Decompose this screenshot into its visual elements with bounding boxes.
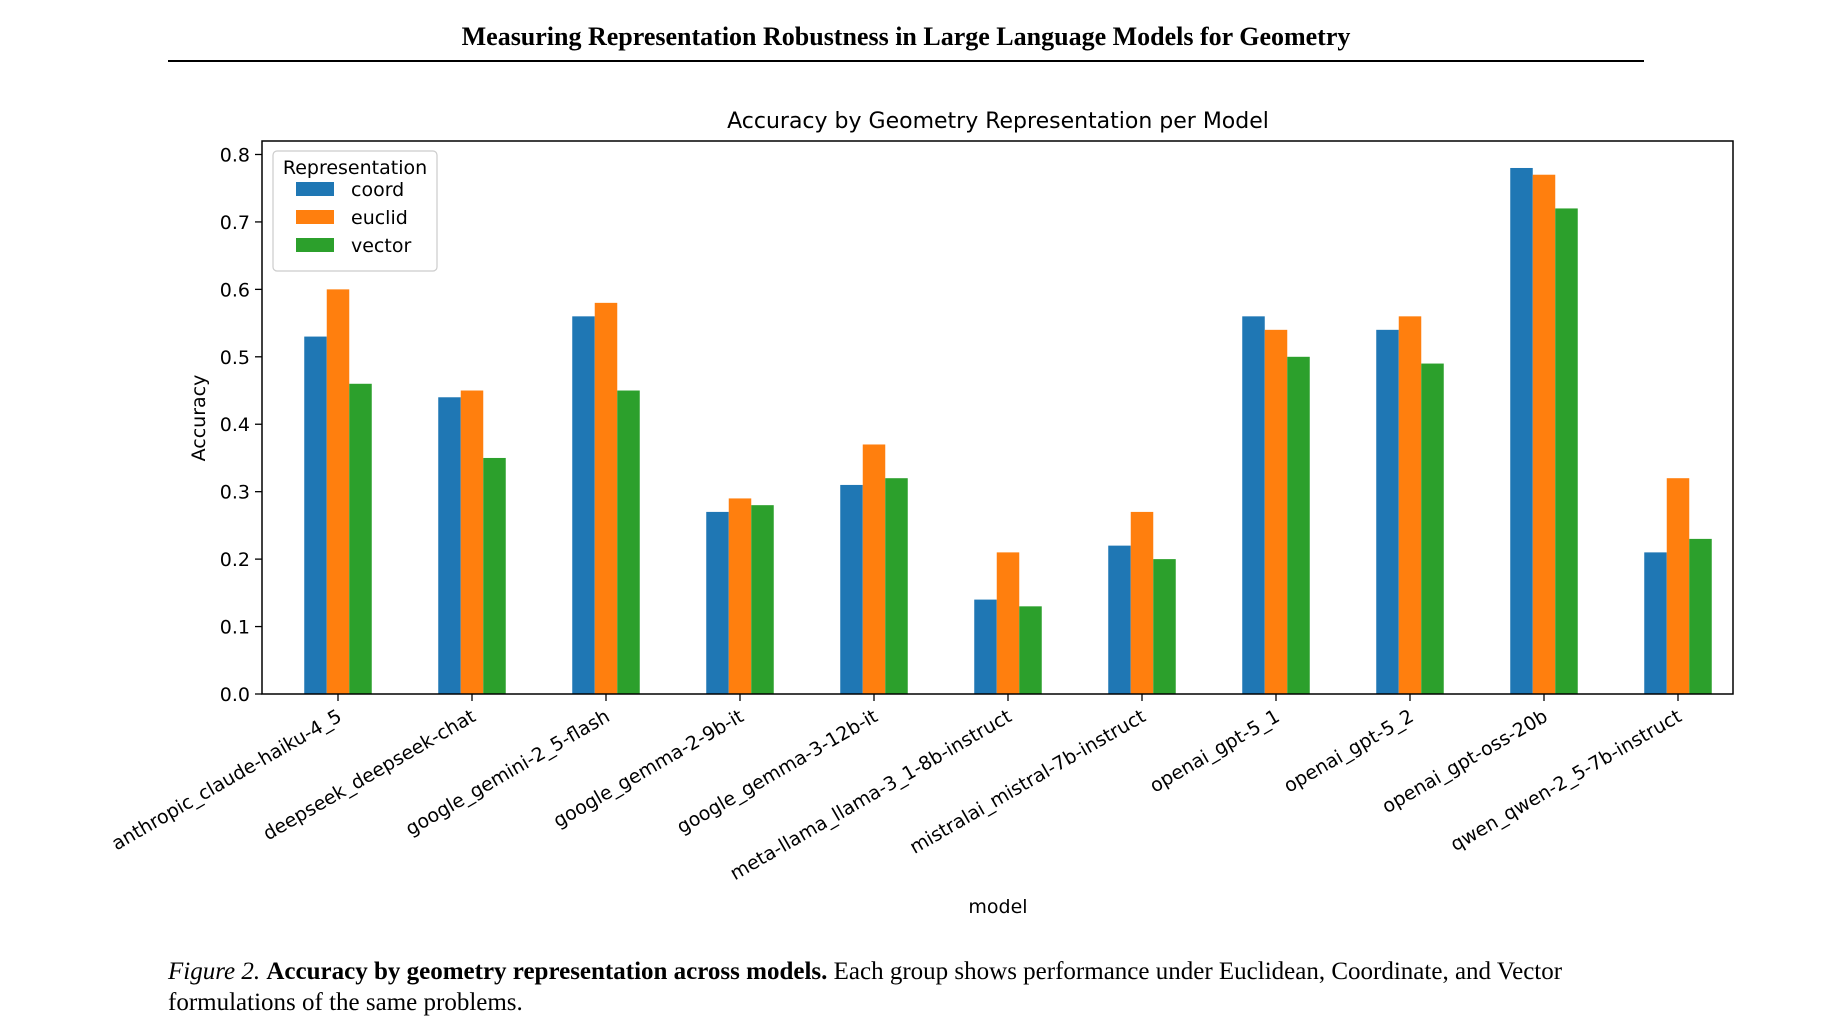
y-tick-label: 0.3: [220, 482, 250, 504]
x-axis-label: model: [968, 896, 1027, 918]
x-tick-label: anthropic_claude-haiku-4_5: [108, 705, 345, 855]
bars-layer: [304, 167, 1712, 695]
legend: Representation coord euclid vector: [272, 150, 438, 272]
bar-coord-8: [1376, 329, 1399, 694]
bar-euclid-8: [1398, 316, 1422, 694]
bar-euclid-3: [728, 498, 752, 694]
legend-swatch-coord: [296, 182, 334, 196]
figure-text: Each group shows performance under Eucli…: [168, 958, 1563, 1016]
legend-title: Representation: [283, 157, 427, 179]
bar-coord-1: [438, 397, 461, 694]
y-tick-label: 0.0: [220, 684, 250, 706]
bar-euclid-6: [1130, 511, 1154, 694]
bar-coord-3: [706, 511, 729, 694]
y-axis-label: Accuracy: [188, 375, 210, 462]
bar-vector-8: [1421, 363, 1444, 694]
legend-swatch-euclid: [296, 210, 334, 224]
figure-caption: Figure 2. Accuracy by geometry represent…: [168, 956, 1644, 1018]
bar-coord-6: [1108, 545, 1131, 694]
bar-vector-6: [1153, 559, 1176, 694]
bar-coord-10: [1644, 552, 1667, 694]
figure-title: Accuracy by geometry representation acro…: [266, 958, 828, 985]
bar-coord-0: [304, 336, 327, 694]
y-tick-label: 0.8: [220, 144, 250, 166]
bar-euclid-10: [1666, 478, 1690, 694]
y-tick-label: 0.1: [220, 617, 250, 639]
x-tick-label: deepseek_deepseek-chat: [259, 705, 479, 845]
bar-euclid-4: [862, 444, 886, 694]
x-tick-label: openai_gpt-5_1: [1146, 705, 1283, 797]
bar-vector-9: [1555, 208, 1578, 694]
plot-frame: [261, 140, 1734, 695]
figure-label: Figure 2.: [168, 958, 261, 985]
bar-euclid-1: [460, 390, 484, 694]
bar-euclid-5: [996, 552, 1020, 694]
chart-title: Accuracy by Geometry Representation per …: [727, 109, 1269, 134]
bar-coord-2: [572, 316, 595, 694]
bar-vector-5: [1019, 606, 1042, 694]
y-axis: 0.0 0.1 0.2 0.3 0.4 0.5 0.6 0.7 0.8: [220, 144, 262, 706]
bar-euclid-9: [1532, 174, 1556, 695]
y-tick-label: 0.5: [220, 347, 250, 369]
y-tick-label: 0.4: [220, 414, 250, 436]
legend-label-vector: vector: [351, 235, 411, 257]
legend-label-euclid: euclid: [351, 207, 408, 229]
running-header: Measuring Representation Robustness in L…: [461, 22, 1351, 51]
bar-vector-10: [1689, 538, 1712, 694]
bar-vector-0: [349, 383, 372, 694]
bar-coord-9: [1510, 167, 1533, 695]
legend-items: coord euclid vector: [296, 179, 411, 257]
x-axis: anthropic_claude-haiku-4_5deepseek_deeps…: [108, 694, 1686, 885]
bar-vector-3: [751, 505, 774, 694]
bar-coord-7: [1242, 316, 1265, 694]
legend-label-coord: coord: [351, 179, 404, 201]
bar-coord-4: [840, 484, 863, 694]
legend-swatch-vector: [296, 238, 334, 252]
bar-euclid-7: [1264, 329, 1288, 694]
y-tick-label: 0.7: [220, 212, 250, 234]
bar-euclid-0: [326, 289, 350, 694]
bar-coord-5: [974, 599, 997, 694]
header-rule: [168, 60, 1644, 62]
bar-vector-1: [483, 457, 506, 694]
bar-vector-4: [885, 478, 908, 694]
bar-vector-7: [1287, 356, 1310, 694]
bar-vector-2: [617, 390, 640, 694]
x-tick-label: qwen_qwen-2_5-7b-instruct: [1447, 705, 1686, 856]
y-tick-label: 0.2: [220, 549, 250, 571]
bar-euclid-2: [594, 302, 618, 694]
x-tick-label: meta-llama_llama-3_1-8b-instruct: [726, 705, 1015, 885]
x-tick-label: mistralai_mistral-7b-instruct: [906, 705, 1149, 858]
bar-chart: Accuracy by Geometry Representation per …: [108, 109, 1734, 918]
y-tick-label: 0.6: [220, 279, 250, 301]
x-tick-label: openai_gpt-5_2: [1280, 705, 1417, 797]
